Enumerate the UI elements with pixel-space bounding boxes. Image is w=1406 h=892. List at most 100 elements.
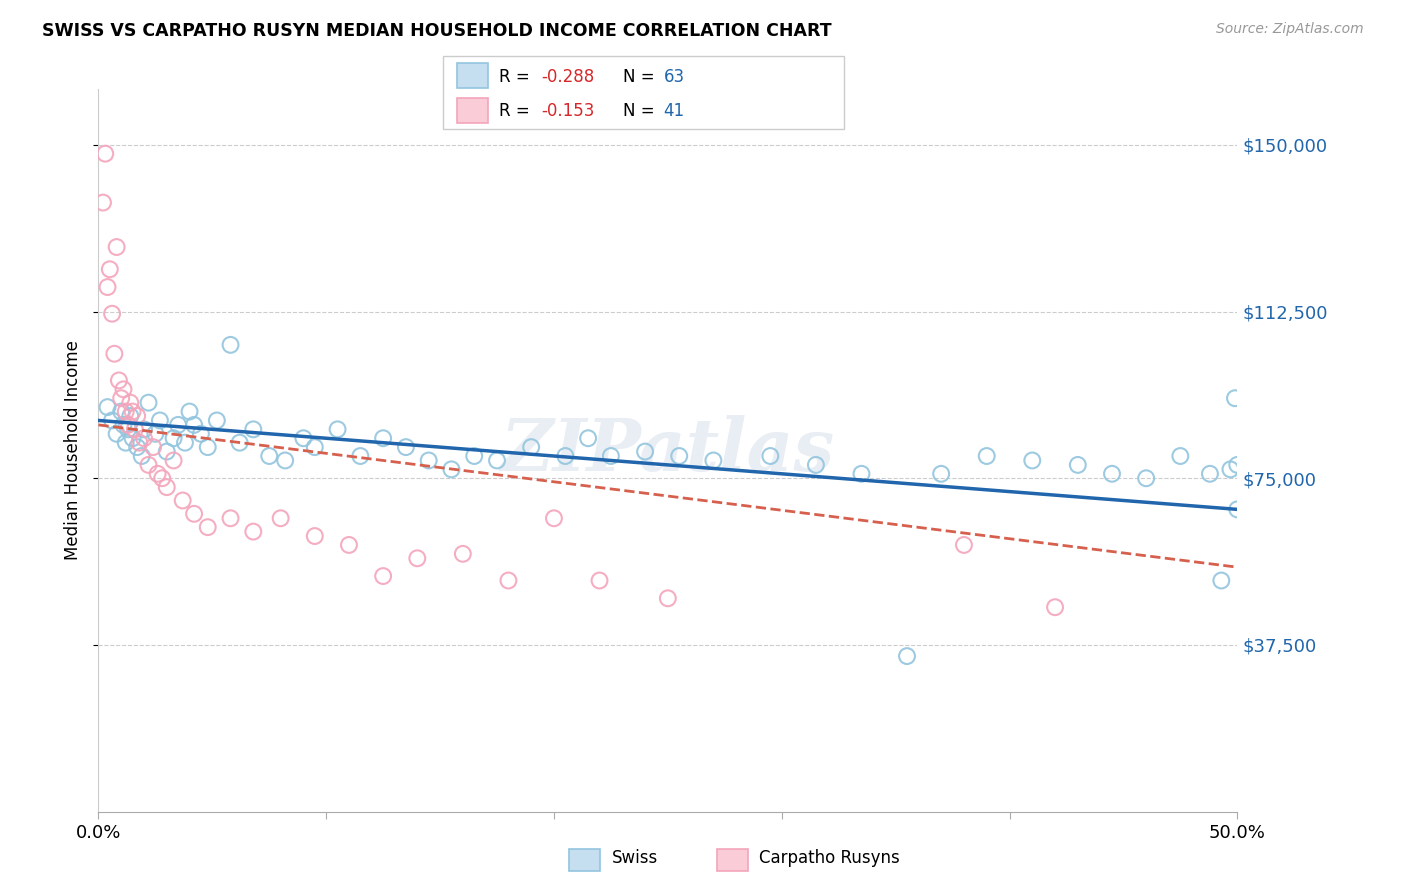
Point [172, 493, 194, 508]
Point [142, 440, 165, 454]
Text: -0.153: -0.153 [541, 102, 595, 120]
Point [1211, 574, 1233, 588]
Point [101, 413, 124, 427]
Text: 63: 63 [664, 68, 685, 86]
Point [124, 422, 146, 436]
Point [120, 395, 142, 409]
Point [228, 435, 250, 450]
Point [395, 440, 418, 454]
Point [929, 467, 952, 481]
Point [588, 574, 610, 588]
Point [851, 467, 873, 481]
Point [292, 431, 315, 445]
Point [112, 382, 135, 396]
Point [197, 520, 219, 534]
Text: N =: N = [623, 102, 659, 120]
Point [554, 449, 576, 463]
Point [486, 453, 509, 467]
Point [976, 449, 998, 463]
Point [219, 338, 242, 352]
Point [110, 404, 132, 418]
Point [406, 551, 429, 566]
Point [98, 262, 121, 277]
Point [543, 511, 565, 525]
Point [96, 280, 118, 294]
Point [105, 240, 128, 254]
Text: -0.288: -0.288 [541, 68, 595, 86]
Y-axis label: Median Household Income: Median Household Income [65, 341, 83, 560]
Text: R =: R = [499, 102, 536, 120]
Point [576, 431, 599, 445]
Point [219, 511, 242, 525]
Point [121, 404, 143, 418]
Point [274, 453, 297, 467]
Point [132, 431, 155, 445]
Point [127, 440, 149, 454]
Point [498, 574, 520, 588]
Point [128, 435, 150, 450]
Point [1223, 391, 1246, 405]
Point [1226, 458, 1249, 472]
Point [110, 391, 132, 405]
Point [759, 449, 782, 463]
Point [197, 440, 219, 454]
Point [1219, 462, 1241, 476]
Text: Source: ZipAtlas.com: Source: ZipAtlas.com [1216, 22, 1364, 37]
Point [1226, 502, 1249, 516]
Point [1199, 467, 1222, 481]
Point [167, 417, 190, 432]
Point [156, 480, 179, 494]
Point [121, 431, 143, 445]
Point [657, 591, 679, 606]
Point [1170, 449, 1192, 463]
Point [1021, 453, 1043, 467]
Text: 41: 41 [664, 102, 685, 120]
Point [371, 431, 394, 445]
Point [804, 458, 827, 472]
Point [418, 453, 440, 467]
Point [120, 409, 142, 423]
Point [205, 413, 228, 427]
Point [242, 422, 264, 436]
Point [337, 538, 360, 552]
Point [702, 453, 724, 467]
Point [105, 426, 128, 441]
Text: ZIPatlas: ZIPatlas [501, 415, 835, 486]
Point [91, 195, 114, 210]
Point [114, 435, 136, 450]
Point [1135, 471, 1157, 485]
Point [1067, 458, 1090, 472]
Point [112, 417, 135, 432]
Point [1101, 467, 1123, 481]
Point [103, 347, 125, 361]
Point [270, 511, 292, 525]
Point [108, 373, 131, 387]
Point [162, 453, 184, 467]
Point [371, 569, 394, 583]
Point [127, 409, 149, 423]
Point [117, 422, 139, 436]
Point [1043, 600, 1066, 615]
Point [138, 395, 160, 409]
Point [520, 440, 543, 454]
Text: SWISS VS CARPATHO RUSYN MEDIAN HOUSEHOLD INCOME CORRELATION CHART: SWISS VS CARPATHO RUSYN MEDIAN HOUSEHOLD… [42, 22, 832, 40]
Point [451, 547, 474, 561]
Point [463, 449, 485, 463]
Point [179, 404, 201, 418]
Point [149, 413, 172, 427]
Point [132, 422, 155, 436]
Point [259, 449, 281, 463]
Point [183, 417, 205, 432]
Point [138, 458, 160, 472]
Point [162, 431, 184, 445]
Point [440, 462, 463, 476]
Point [150, 471, 173, 485]
Point [183, 507, 205, 521]
Text: Carpatho Rusyns: Carpatho Rusyns [759, 849, 900, 867]
Point [174, 435, 197, 450]
Text: N =: N = [623, 68, 659, 86]
Point [242, 524, 264, 539]
Point [349, 449, 371, 463]
Point [326, 422, 349, 436]
Point [94, 146, 117, 161]
